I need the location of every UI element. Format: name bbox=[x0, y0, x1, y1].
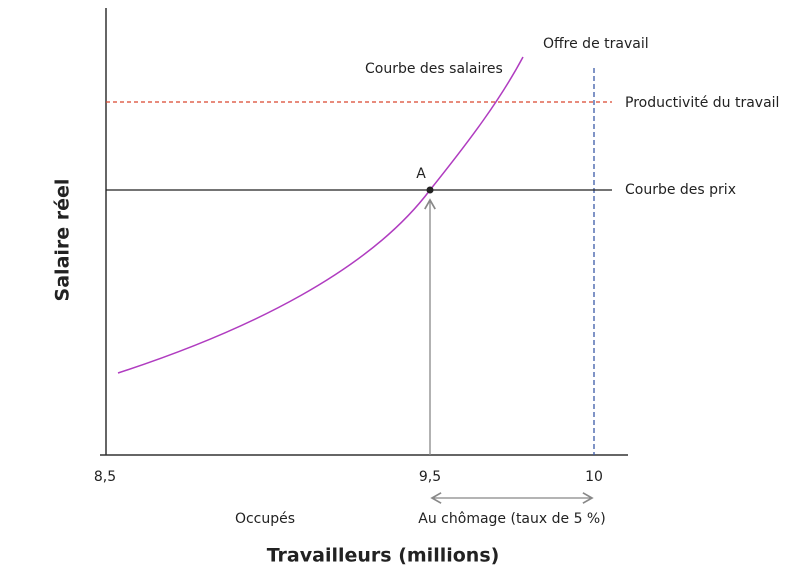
point-label: A bbox=[416, 166, 426, 182]
curve-label: Offre de travail bbox=[543, 36, 649, 52]
curve-label: Courbe des salaires bbox=[365, 61, 503, 77]
x-axis-title: Travailleurs (millions) bbox=[267, 545, 500, 567]
x-tick-label: 10 bbox=[585, 469, 603, 485]
equilibrium-point bbox=[426, 186, 434, 194]
x-tick-label: 8,5 bbox=[94, 469, 116, 485]
curve-label: Courbe des prix bbox=[625, 182, 736, 198]
segment-label: Au chômage (taux de 5 %) bbox=[418, 511, 605, 527]
segment-label: Occupés bbox=[235, 511, 295, 527]
curve-label: Productivité du travail bbox=[625, 95, 779, 111]
y-axis-title: Salaire réel bbox=[52, 179, 74, 302]
x-tick-label: 9,5 bbox=[419, 469, 441, 485]
wage-setting-curve bbox=[117, 56, 524, 374]
